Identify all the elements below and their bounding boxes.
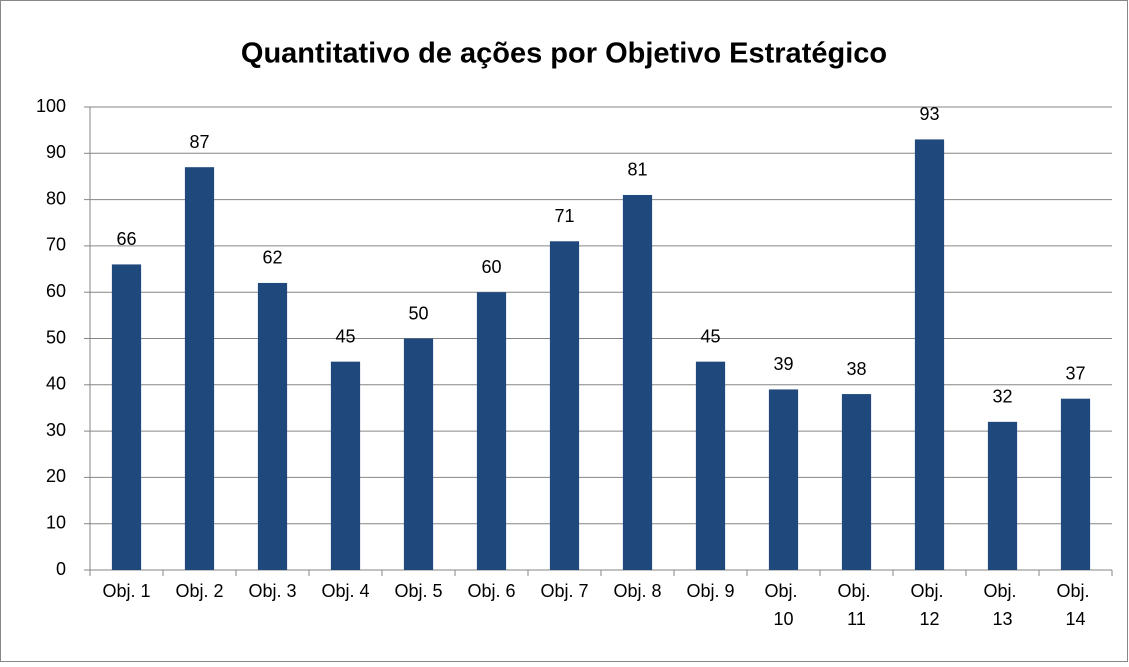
- y-tick-label: 70: [46, 235, 66, 255]
- bar: [768, 389, 799, 570]
- x-tick-label: Obj. 2: [175, 581, 223, 601]
- y-tick-label: 30: [46, 420, 66, 440]
- x-tick-label: Obj. 3: [248, 581, 296, 601]
- bar: [184, 167, 215, 570]
- data-label: 93: [919, 104, 939, 124]
- data-label: 81: [627, 160, 647, 180]
- chart-title: Quantitativo de ações por Objetivo Estra…: [241, 38, 887, 70]
- bar: [914, 139, 945, 570]
- y-tick-label: 0: [56, 559, 66, 579]
- data-label: 32: [992, 387, 1012, 407]
- bar: [257, 282, 288, 570]
- bar: [476, 292, 507, 570]
- x-tick-label: Obj. 11: [837, 581, 875, 629]
- bar: [330, 361, 361, 570]
- bar: [1060, 398, 1091, 570]
- data-label: 45: [335, 326, 355, 346]
- data-label: 45: [700, 326, 720, 346]
- bar: [549, 241, 580, 570]
- data-label: 71: [554, 206, 574, 226]
- data-label: 62: [262, 248, 282, 268]
- x-tick-label: Obj. 6: [467, 581, 515, 601]
- bar: [403, 338, 434, 570]
- x-tick-label: Obj. 7: [540, 581, 588, 601]
- y-tick-label: 50: [46, 327, 66, 347]
- bar: [622, 194, 653, 570]
- x-tick-label: Obj. 1: [102, 581, 150, 601]
- data-label: 39: [773, 354, 793, 374]
- bar: [695, 361, 726, 570]
- data-label: 87: [189, 132, 209, 152]
- bar: [111, 264, 142, 570]
- data-label: 50: [408, 303, 428, 323]
- x-tick-label: Obj. 14: [1056, 581, 1094, 629]
- data-label: 60: [481, 257, 501, 277]
- data-label: 66: [116, 229, 136, 249]
- x-tick-label: Obj. 4: [321, 581, 369, 601]
- data-label: 37: [1065, 363, 1085, 383]
- x-tick-label: Obj. 5: [394, 581, 442, 601]
- y-tick-label: 60: [46, 281, 66, 301]
- x-tick-label: Obj. 9: [686, 581, 734, 601]
- bar: [987, 421, 1018, 570]
- x-tick-label: Obj. 8: [613, 581, 661, 601]
- data-label: 38: [846, 359, 866, 379]
- y-tick-label: 40: [46, 374, 66, 394]
- x-tick-label: Obj. 12: [910, 581, 948, 629]
- bar: [841, 394, 872, 570]
- y-tick-label: 20: [46, 466, 66, 486]
- y-tick-label: 10: [46, 512, 66, 532]
- x-tick-label: Obj. 13: [983, 581, 1021, 629]
- y-tick-label: 90: [46, 142, 66, 162]
- x-tick-label: Obj. 10: [764, 581, 802, 629]
- y-tick-label: 100: [36, 96, 66, 116]
- y-tick-label: 80: [46, 188, 66, 208]
